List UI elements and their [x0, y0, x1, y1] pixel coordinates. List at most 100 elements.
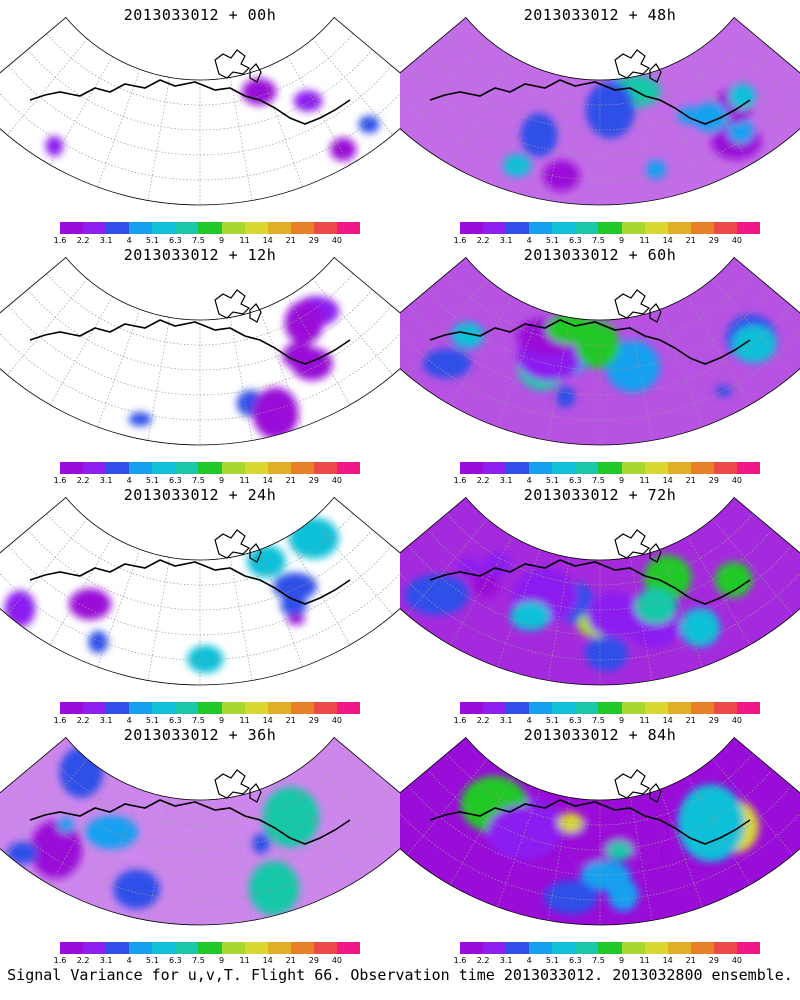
colorbar-swatch — [221, 222, 245, 234]
colorbar — [460, 702, 761, 714]
colorbar-tick-label: 7.5 — [192, 236, 205, 245]
colorbar-tick-label: 9 — [218, 716, 225, 725]
variance-blob — [482, 551, 512, 578]
variance-blob — [731, 325, 777, 363]
coastline — [429, 319, 751, 365]
colorbar-swatch — [667, 942, 691, 954]
variance-blob — [520, 113, 558, 157]
colorbar-tick-label: 9 — [218, 236, 225, 245]
colorbar-swatch — [60, 462, 84, 474]
colorbar-tick-label: 1.6 — [53, 956, 67, 965]
colorbar-swatch — [152, 462, 176, 474]
colorbar-swatch — [713, 462, 737, 474]
graticule — [400, 273, 800, 445]
map-border — [400, 736, 800, 926]
colorbar-tick-label: 3.1 — [499, 476, 513, 485]
variance-blob — [262, 786, 320, 848]
colorbar-swatch — [290, 702, 314, 714]
colorbar-swatch — [175, 702, 199, 714]
variance-field — [128, 296, 340, 440]
colorbar-swatch — [598, 702, 622, 714]
variance-blob — [85, 815, 138, 850]
colorbar-swatch — [198, 462, 222, 474]
colorbar-tick-label: 9 — [618, 476, 625, 485]
coastline — [29, 79, 351, 125]
colorbar-tick-label: 11 — [639, 716, 650, 725]
variance-blob — [728, 83, 756, 110]
colorbar-tick-label: 3.1 — [499, 716, 513, 725]
colorbar-swatch — [529, 222, 553, 234]
variance-blob — [57, 817, 75, 833]
panel-title: 2013033012 + 12h — [123, 246, 277, 264]
forecast-panel: 2013033012 + 12h 1.6 2.2 3.1 4 5.1 6.3 7.5 9 11 14… — [0, 240, 400, 485]
colorbar-swatch — [129, 222, 153, 234]
colorbar-tick-label: 6.3 — [569, 236, 582, 245]
colorbar-swatch — [60, 702, 84, 714]
colorbar-tick-label: 11 — [239, 236, 250, 245]
panel-title: 2013033012 + 36h — [123, 726, 277, 744]
coastline — [429, 79, 751, 125]
colorbar-swatch — [598, 222, 622, 234]
panel-title: 2013033012 + 60h — [523, 246, 677, 264]
variance-blob — [287, 613, 305, 625]
colorbar-swatch — [690, 222, 714, 234]
colorbar-tick-label: 6.3 — [169, 956, 182, 965]
variance-blob — [422, 348, 472, 379]
colorbar-tick-label: 14 — [262, 236, 273, 245]
colorbar-tick-label: 4 — [526, 476, 532, 485]
arctic-islands — [214, 529, 262, 563]
colorbar-tick-label: 40 — [731, 716, 743, 725]
colorbar-tick-label: 29 — [708, 476, 719, 485]
colorbar-swatch — [644, 462, 668, 474]
variance-blob — [584, 635, 629, 672]
forecast-panel: 2013033012 + 72h 1.6 2.2 3.1 4 5.1 6.3 7.5 9 11 14… — [400, 480, 800, 725]
colorbar-tick-label: 11 — [639, 476, 650, 485]
colorbar-swatch — [244, 462, 268, 474]
colorbar-tick-label: 11 — [239, 476, 250, 485]
colorbar-swatch — [106, 942, 130, 954]
variance-map — [400, 496, 800, 686]
colorbar-tick-label: 2.2 — [476, 716, 490, 725]
arctic-islands — [614, 49, 662, 83]
colorbar-swatch — [736, 702, 761, 714]
arctic-islands — [214, 769, 262, 803]
colorbar-tick-label: 2.2 — [76, 956, 90, 965]
colorbar-swatch — [290, 942, 314, 954]
colorbar-swatch — [690, 702, 714, 714]
variance-blob — [509, 601, 551, 631]
variance-map — [400, 16, 800, 206]
colorbar-tick-label: 21 — [285, 236, 296, 245]
colorbar-swatch — [667, 462, 691, 474]
colorbar-tick-label: 14 — [262, 956, 273, 965]
graticule — [0, 753, 400, 925]
colorbar-swatch — [313, 222, 337, 234]
variance-field — [0, 737, 400, 925]
variance-map — [0, 736, 400, 926]
variance-blob — [605, 340, 661, 393]
colorbar-swatch — [667, 702, 691, 714]
colorbar-tick-label: 5.1 — [545, 716, 559, 725]
colorbar-tick-label: 11 — [239, 956, 250, 965]
colorbar-tick-label: 2.2 — [476, 476, 490, 485]
colorbar-swatch — [152, 222, 176, 234]
colorbar-tick-label: 40 — [731, 476, 743, 485]
variance-blob — [606, 840, 633, 861]
colorbar-tick-label: 29 — [308, 956, 319, 965]
colorbar-swatch — [152, 702, 176, 714]
variance-blob — [280, 595, 307, 617]
colorbar-swatch — [244, 222, 268, 234]
panel-grid: 2013033012 + 00h 1.6 2.2 3.1 4 5.1 6.3 7.5 9 11 14… — [0, 6, 800, 965]
colorbar-swatch — [290, 462, 314, 474]
colorbar-tick-labels: 1.6 2.2 3.1 4 5.1 6.3 7.5 9 11 14 21 29 40 — [54, 716, 360, 728]
colorbar-tick-label: 2.2 — [76, 236, 90, 245]
colorbar-swatch — [152, 942, 176, 954]
arctic-islands — [214, 289, 262, 323]
variance-blob — [404, 574, 470, 615]
colorbar-tick-label: 3.1 — [99, 956, 113, 965]
variance-blob — [68, 588, 112, 620]
colorbar-swatch — [506, 462, 530, 474]
colorbar-tick-label: 2.2 — [76, 716, 90, 725]
variance-blob — [677, 784, 745, 862]
variance-blob — [608, 878, 639, 912]
colorbar-tick-label: 6.3 — [169, 476, 182, 485]
